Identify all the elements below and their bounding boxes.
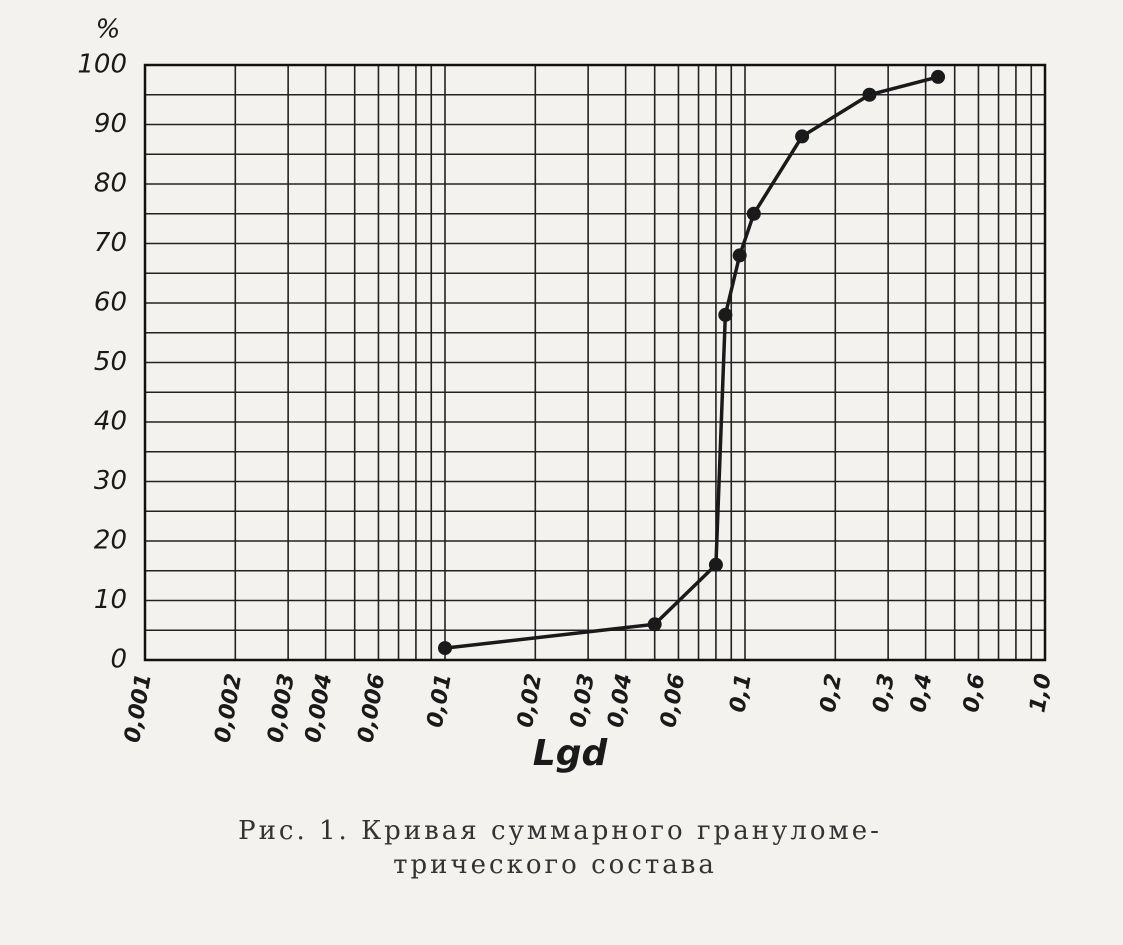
x-tick-label: 0,006	[354, 672, 391, 745]
plot-frame	[143, 63, 1047, 662]
data-point	[862, 87, 877, 102]
x-tick-label: 0,6	[959, 672, 990, 715]
y-tick-label: 10	[94, 585, 127, 615]
data-point	[438, 641, 452, 656]
y-tick-label: 80	[94, 169, 127, 199]
x-tick-label: 0,3	[869, 672, 900, 715]
data-point	[732, 248, 747, 263]
x-tick-label: 0,06	[656, 672, 690, 730]
y-tick-label: 50	[94, 347, 127, 377]
data-point	[795, 129, 810, 144]
x-tick-label: 0,002	[210, 672, 247, 745]
x-tick-label: 0,01	[423, 672, 457, 730]
x-tick-label: 0,2	[816, 672, 847, 715]
data-point	[746, 206, 761, 221]
y-tick-label: 40	[94, 407, 127, 437]
data-point	[718, 307, 733, 322]
y-tick-label: 90	[94, 109, 127, 139]
data-point	[647, 617, 662, 632]
y-tick-label: 0	[110, 645, 127, 675]
data-point	[931, 69, 946, 84]
x-tick-label: 0,001	[120, 672, 157, 745]
x-tick-label: 0,04	[603, 672, 637, 730]
caption: трического состава	[393, 850, 717, 880]
x-tick-label: 1,0	[1025, 672, 1056, 715]
x-tick-label: 0,1	[725, 672, 756, 715]
x-tick-label: 0,003	[263, 672, 300, 745]
caption: Рис. 1. Кривая суммарного грануломе-	[238, 816, 882, 846]
y-axis-label: %	[96, 15, 121, 45]
x-axis-label: Lgd	[533, 733, 609, 774]
y-tick-label: 100	[77, 50, 127, 80]
x-tick-label: 0,03	[566, 672, 600, 730]
y-tick-label: 20	[94, 526, 127, 556]
x-tick-label: 0,004	[301, 672, 338, 745]
x-tick-label: 0,02	[513, 672, 547, 730]
y-tick-label: 60	[94, 288, 127, 318]
y-tick-label: 70	[94, 228, 127, 258]
y-tick-label: 30	[94, 466, 127, 496]
x-tick-label: 0,4	[906, 672, 937, 715]
data-point	[708, 557, 723, 572]
